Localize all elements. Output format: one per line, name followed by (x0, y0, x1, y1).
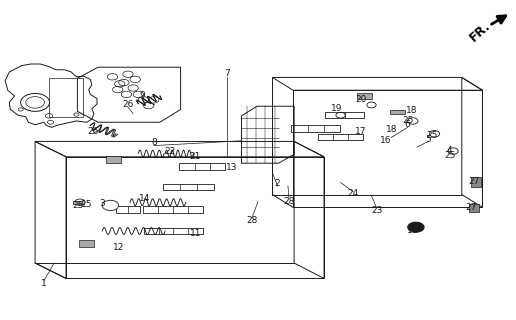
Text: 25: 25 (444, 151, 456, 160)
Text: 20: 20 (356, 95, 367, 104)
Text: 25: 25 (427, 131, 438, 140)
Bar (163, 184, 214, 190)
Text: 28: 28 (283, 197, 295, 206)
Text: 14: 14 (139, 194, 150, 203)
Bar (471, 177, 481, 187)
Text: 16: 16 (380, 136, 392, 145)
Bar (291, 125, 341, 132)
Bar (318, 134, 363, 140)
Text: FR.: FR. (467, 20, 493, 44)
Circle shape (448, 148, 458, 154)
Bar (469, 204, 479, 212)
Bar (357, 93, 372, 99)
Text: 27: 27 (468, 177, 479, 186)
Text: 28: 28 (246, 216, 257, 225)
Text: 25: 25 (73, 201, 84, 210)
Text: 3: 3 (99, 199, 105, 208)
Bar (49, 78, 83, 117)
Text: 6: 6 (405, 120, 411, 129)
Circle shape (408, 222, 424, 232)
Text: 26: 26 (122, 100, 134, 109)
Text: 4: 4 (446, 146, 452, 155)
Text: 23: 23 (371, 206, 382, 215)
Text: 2: 2 (275, 180, 280, 188)
Bar (143, 228, 203, 234)
Text: 18: 18 (386, 125, 398, 134)
Circle shape (408, 118, 418, 124)
Text: 10: 10 (407, 226, 418, 235)
Text: 12: 12 (113, 244, 124, 252)
Text: 21: 21 (189, 152, 201, 161)
Text: 8: 8 (151, 138, 157, 147)
Circle shape (429, 131, 440, 137)
Bar (106, 156, 121, 163)
Circle shape (75, 199, 85, 205)
Text: 15: 15 (81, 200, 92, 209)
Text: 19: 19 (331, 104, 343, 113)
Bar (390, 109, 405, 114)
Bar (79, 240, 94, 247)
Text: 17: 17 (356, 127, 367, 136)
Text: 24: 24 (348, 189, 359, 198)
Text: 13: 13 (227, 164, 238, 172)
Text: 1: 1 (41, 279, 47, 288)
Text: 22: 22 (165, 147, 176, 156)
Text: 9: 9 (139, 92, 145, 100)
Circle shape (102, 200, 119, 211)
Bar (143, 206, 203, 213)
Text: 7: 7 (224, 69, 230, 78)
Text: 18: 18 (406, 106, 417, 115)
Bar (73, 201, 82, 204)
Bar (326, 112, 364, 118)
Bar (116, 206, 140, 213)
Text: 25: 25 (402, 116, 413, 125)
Text: 5: 5 (425, 135, 431, 144)
Text: 26: 26 (87, 127, 99, 136)
Bar (179, 163, 225, 170)
Text: 27: 27 (465, 204, 476, 212)
Text: 11: 11 (190, 229, 202, 238)
